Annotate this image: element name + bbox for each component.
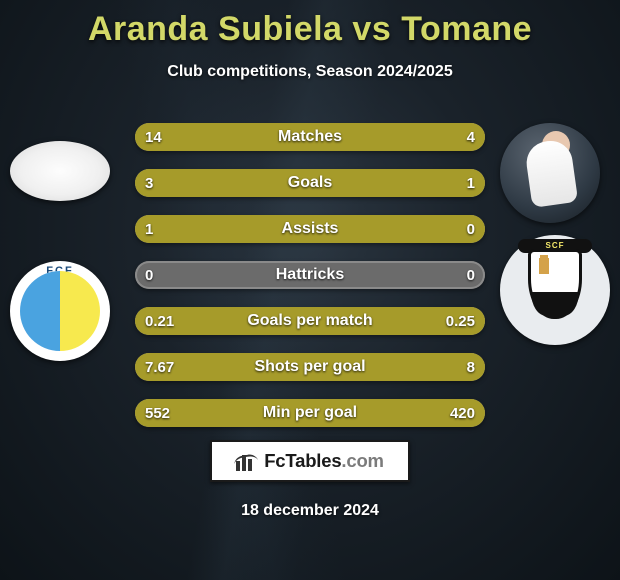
stat-row: Goals31	[135, 169, 485, 197]
date-text: 18 december 2024	[241, 502, 379, 520]
stat-bar-right	[306, 353, 485, 381]
page-title: Aranda Subiela vs Tomane	[0, 10, 620, 49]
stat-row: Matches144	[135, 123, 485, 151]
stat-bar-left	[135, 307, 295, 335]
stat-row: Hattricks00	[135, 261, 485, 289]
stat-bar-right	[398, 169, 486, 197]
club-a-crest: FCF	[10, 261, 110, 361]
subtitle: Club competitions, Season 2024/2025	[0, 63, 620, 81]
site-name: FcTables.com	[264, 450, 384, 472]
stat-row: Assists10	[135, 215, 485, 243]
vs-word: vs	[352, 10, 391, 48]
stat-bar-left	[135, 353, 306, 381]
stat-row: Shots per goal7.678	[135, 353, 485, 381]
club-b-crest: SCF	[500, 235, 610, 345]
site-badge[interactable]: FcTables.com	[210, 440, 410, 482]
stat-bar-right	[295, 307, 485, 335]
site-name-domain: .com	[341, 450, 383, 471]
player-a-photo	[10, 141, 110, 201]
site-logo-icon	[236, 451, 256, 471]
stat-bar-right	[407, 123, 485, 151]
comparison-card: Aranda Subiela vs Tomane Club competitio…	[0, 0, 620, 580]
site-name-main: FcTables	[264, 450, 341, 471]
footer: FcTables.com 18 december 2024	[0, 440, 620, 520]
comparison-area: FCF SCF Matches144 Goals31 Assists10 Hattri…	[0, 123, 620, 443]
club-a-crest-graphic	[20, 271, 100, 351]
club-b-crest-graphic	[528, 249, 582, 319]
stat-row: Goals per match0.210.25	[135, 307, 485, 335]
stat-bar-right	[334, 399, 485, 427]
stat-bar-left	[135, 169, 398, 197]
stat-bar-track	[135, 261, 485, 289]
stat-bar-left	[135, 215, 485, 243]
stat-row: Min per goal552420	[135, 399, 485, 427]
player-b-photo	[500, 123, 600, 223]
stat-bars: Matches144 Goals31 Assists10 Hattricks00 Goa…	[135, 123, 485, 445]
player-a-name: Aranda Subiela	[88, 10, 343, 48]
stat-bar-left	[135, 399, 334, 427]
player-b-name: Tomane	[401, 10, 532, 48]
stat-bar-left	[135, 123, 407, 151]
